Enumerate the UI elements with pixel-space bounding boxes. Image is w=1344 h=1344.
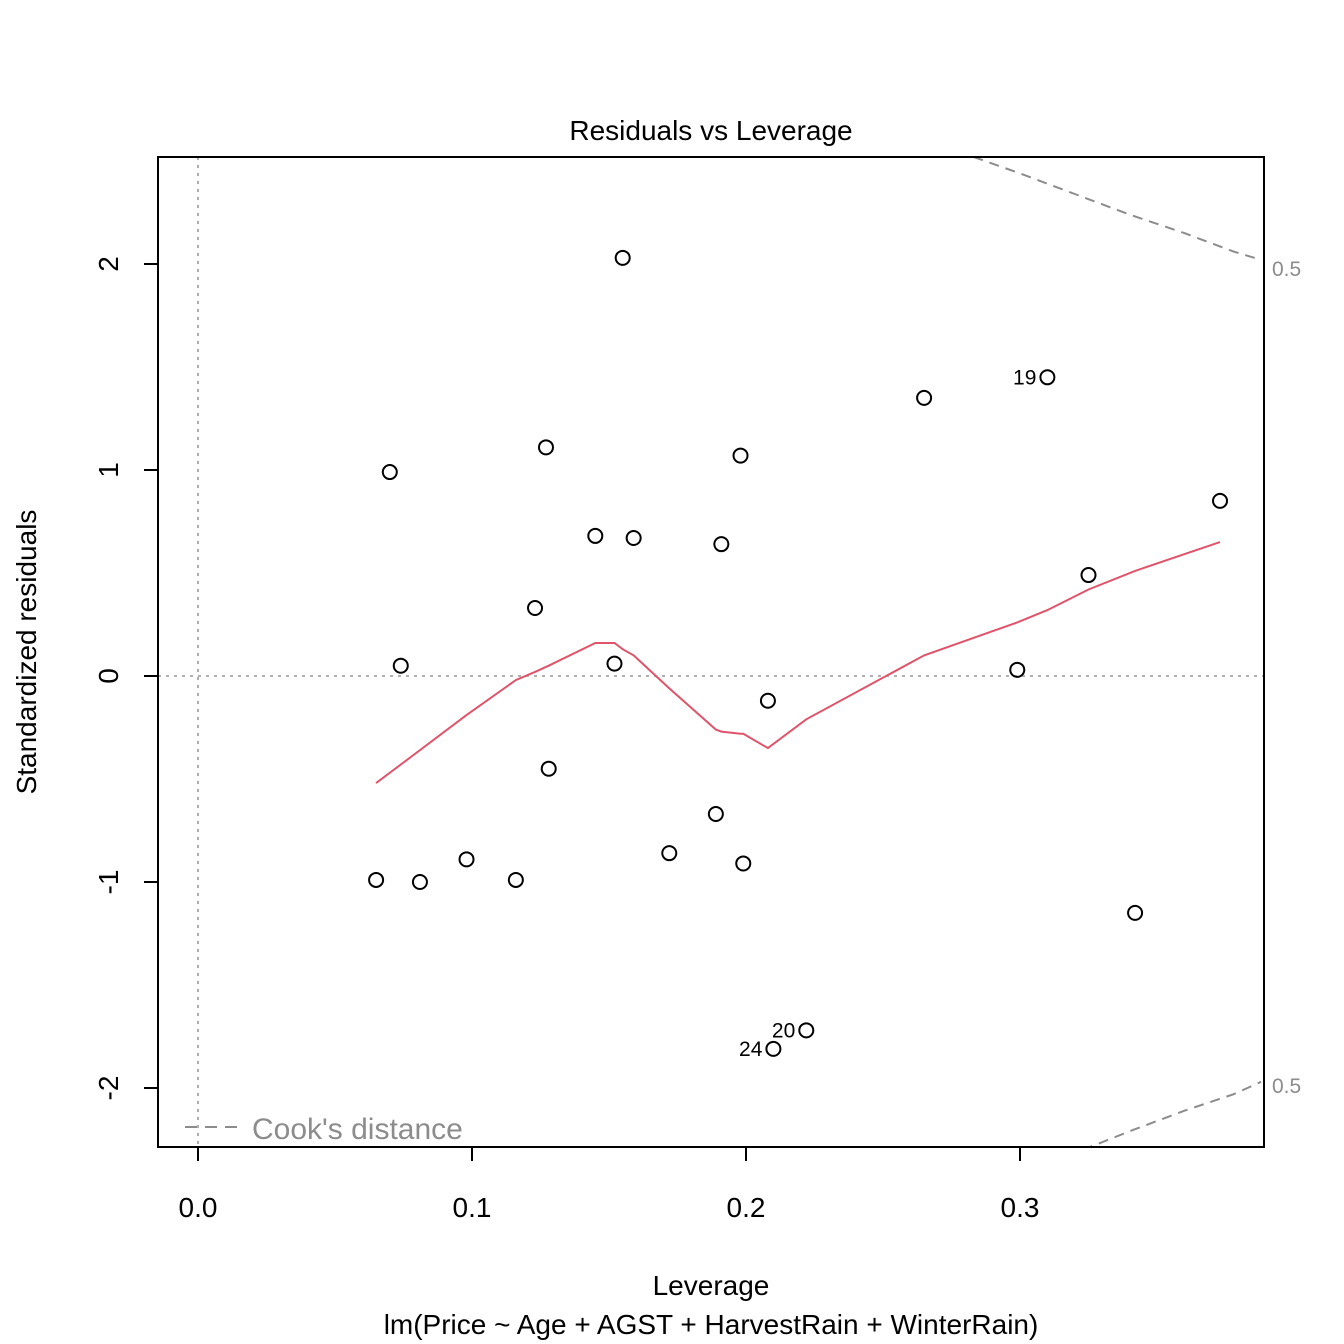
cooks-level-label-lower: 0.5 [1272, 1075, 1301, 1098]
data-point [1127, 904, 1144, 921]
data-point [707, 806, 724, 823]
data-point [540, 760, 557, 777]
data-point [537, 439, 554, 456]
y-tick-label: -1 [93, 870, 124, 895]
data-point [1009, 661, 1026, 678]
x-axis-label: Leverage [653, 1270, 770, 1301]
data-point [732, 447, 749, 464]
data-point [614, 249, 631, 266]
x-tick-label: 0.3 [1001, 1192, 1040, 1223]
data-point [507, 871, 524, 888]
x-axis: 0.0 0.1 0.2 0.3 [179, 1146, 1040, 1223]
data-point [411, 874, 428, 890]
x-tick-label: 0.2 [727, 1192, 766, 1223]
x-tick-label: 0.1 [453, 1192, 492, 1223]
smooth-line [375, 541, 1221, 784]
data-point [381, 464, 398, 481]
data-point [368, 871, 385, 888]
chart-title: Residuals vs Leverage [569, 115, 852, 146]
legend: Cook's distance [185, 1113, 463, 1146]
data-point [527, 600, 544, 617]
smooth-line-layer [375, 541, 1221, 784]
y-tick-label: 1 [93, 462, 124, 478]
data-point [606, 655, 623, 672]
data-points [368, 249, 1229, 1057]
model-formula-subtitle: lm(Price ~ Age + AGST + HarvestRain + Wi… [384, 1309, 1039, 1340]
data-point [587, 527, 604, 544]
cooks-distance-lower-curve [1087, 1080, 1262, 1147]
data-point [713, 536, 730, 553]
data-point [1039, 369, 1056, 386]
cooks-distance-curves [973, 157, 1262, 1147]
data-point [458, 851, 475, 868]
point-label-19: 19 [1013, 366, 1036, 389]
y-tick-label: -2 [93, 1076, 124, 1101]
y-tick-label: 0 [93, 668, 124, 684]
data-point [765, 1040, 782, 1057]
cooks-level-label-upper: 0.5 [1272, 258, 1301, 281]
data-point [798, 1022, 815, 1039]
legend-label: Cook's distance [252, 1113, 463, 1146]
plot-frame [157, 156, 1265, 1148]
y-axis: -2 -1 0 1 2 [93, 256, 159, 1101]
point-label-24: 24 [739, 1038, 763, 1061]
reference-lines [158, 157, 1264, 1147]
cooks-distance-upper-curve [973, 157, 1262, 261]
data-point [916, 389, 933, 406]
y-axis-label: Standardized residuals [11, 510, 42, 795]
data-point [1212, 492, 1229, 509]
data-point [759, 692, 776, 709]
x-tick-label: 0.0 [179, 1192, 218, 1223]
point-label-20: 20 [772, 1019, 795, 1042]
point-labels: 24 20 19 [739, 366, 1036, 1061]
data-point [661, 845, 678, 862]
y-tick-label: 2 [93, 256, 124, 272]
data-point [392, 657, 409, 674]
data-point [735, 855, 752, 872]
data-point [1080, 567, 1097, 584]
data-point [625, 529, 642, 546]
